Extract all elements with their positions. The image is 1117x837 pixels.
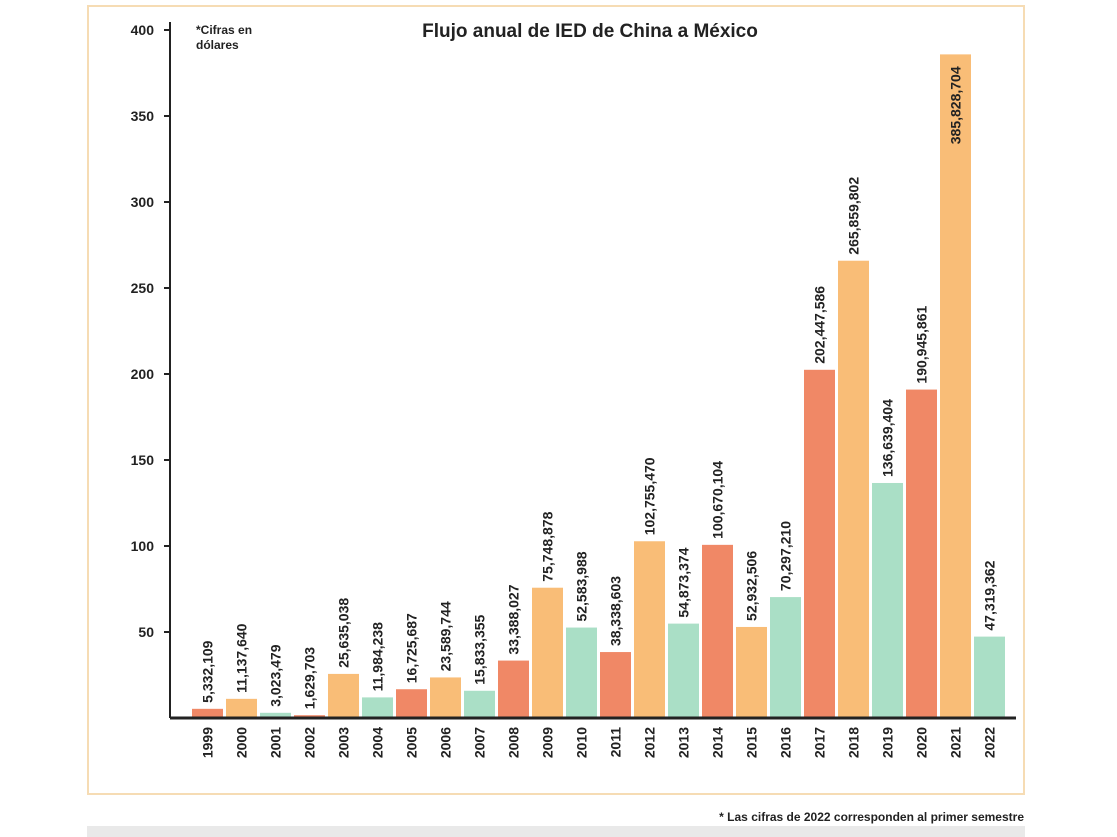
data-label-2000: 11,137,640 xyxy=(234,623,250,693)
x-tick-label-1999: 1999 xyxy=(200,727,216,758)
bar-2004 xyxy=(362,697,393,718)
bar-2009 xyxy=(532,587,563,718)
bar-2011 xyxy=(600,652,631,718)
x-tick-label-2000: 2000 xyxy=(234,727,250,758)
bar-2001 xyxy=(260,712,291,718)
data-label-2018: 265,859,802 xyxy=(846,177,862,255)
data-label-2008: 33,388,027 xyxy=(506,584,522,654)
data-label-2011: 38,338,603 xyxy=(608,576,624,646)
bar-2008 xyxy=(498,660,529,718)
data-labels: 5,332,109 11,137,640 3,023,479 1,629,703 25,… xyxy=(200,66,998,709)
x-tick-label-2017: 2017 xyxy=(812,727,828,758)
bar-2003 xyxy=(328,673,359,718)
bar-2014 xyxy=(702,544,733,718)
data-label-2004: 11,984,238 xyxy=(370,622,386,692)
data-label-2006: 23,589,744 xyxy=(438,601,454,671)
bar-2012 xyxy=(634,541,665,718)
x-tick-label-2002: 2002 xyxy=(302,727,318,758)
footnote: * Las cifras de 2022 corresponden al pri… xyxy=(719,810,1024,824)
bar-1999 xyxy=(192,708,223,718)
y-axis: 50 100 150 200 250 300 350 400 xyxy=(131,22,171,718)
data-label-2022: 47,319,362 xyxy=(982,560,998,630)
y-tick-label: 150 xyxy=(131,452,155,468)
x-tick-label-2015: 2015 xyxy=(744,727,760,758)
y-tick-label: 100 xyxy=(131,538,155,554)
data-label-2009: 75,748,878 xyxy=(540,511,556,581)
x-tick-label-2003: 2003 xyxy=(336,727,352,758)
data-label-2013: 54,873,374 xyxy=(676,547,692,617)
bar-2005 xyxy=(396,689,427,718)
data-label-2007: 15,833,355 xyxy=(472,614,488,684)
data-label-2021: 385,828,704 xyxy=(948,66,964,144)
bar-2013 xyxy=(668,623,699,718)
x-tick-label-2013: 2013 xyxy=(676,727,692,758)
x-tick-label-2004: 2004 xyxy=(370,727,386,758)
y-tick-label: 200 xyxy=(131,366,155,382)
bottom-strip xyxy=(87,826,1025,837)
bar-2018 xyxy=(838,260,869,718)
x-tick-label-2012: 2012 xyxy=(642,727,658,758)
x-tick-label-2021: 2021 xyxy=(948,727,964,758)
bar-2010 xyxy=(566,627,597,718)
data-label-2003: 25,635,038 xyxy=(336,598,352,668)
bars xyxy=(192,54,1005,718)
bar-2017 xyxy=(804,369,835,718)
data-label-2016: 70,297,210 xyxy=(778,521,794,591)
data-label-2017: 202,447,586 xyxy=(812,286,828,364)
x-tick-label-2005: 2005 xyxy=(404,727,420,758)
x-axis: 1999 2000 2001 2002 2003 2004 2005 2006 2007 2008… xyxy=(170,716,1016,758)
x-tick-label-2010: 2010 xyxy=(574,727,590,758)
x-tick-label-2008: 2008 xyxy=(506,727,522,758)
x-tick-label-2007: 2007 xyxy=(472,727,488,758)
units-note-line-2: dólares xyxy=(196,38,239,52)
data-label-2012: 102,755,470 xyxy=(642,457,658,535)
y-tick-label: 300 xyxy=(131,194,155,210)
x-tick-label-2009: 2009 xyxy=(540,727,556,758)
data-label-2015: 52,932,506 xyxy=(744,551,760,621)
x-tick-label-2001: 2001 xyxy=(268,727,284,758)
bar-2015 xyxy=(736,626,767,718)
data-label-2010: 52,583,988 xyxy=(574,551,590,621)
bar-2020 xyxy=(906,389,937,718)
x-tick-label-2006: 2006 xyxy=(438,727,454,758)
data-label-2001: 3,023,479 xyxy=(268,644,284,706)
x-tick-label-2011: 2011 xyxy=(608,727,624,758)
data-label-2019: 136,639,404 xyxy=(880,399,896,477)
y-tick-label: 400 xyxy=(131,22,155,38)
x-tick-label-2018: 2018 xyxy=(846,727,862,758)
y-tick-label: 350 xyxy=(131,108,155,124)
data-label-2002: 1,629,703 xyxy=(302,647,318,709)
x-tick-label-2019: 2019 xyxy=(880,727,896,758)
x-tick-label-2016: 2016 xyxy=(778,727,794,758)
y-tick-label: 250 xyxy=(131,280,155,296)
x-tick-label-2022: 2022 xyxy=(982,727,998,758)
y-tick-label: 50 xyxy=(138,624,154,640)
data-label-2014: 100,670,104 xyxy=(710,461,726,539)
chart-title: Flujo anual de IED de China a México xyxy=(422,21,758,42)
bar-2022 xyxy=(974,636,1005,718)
bar-2000 xyxy=(226,698,257,718)
bar-2021 xyxy=(940,54,971,718)
x-tick-label-2020: 2020 xyxy=(914,727,930,758)
bar-2016 xyxy=(770,597,801,718)
units-note-line-1: *Cifras en xyxy=(196,23,252,37)
bar-2006 xyxy=(430,677,461,718)
bar-2019 xyxy=(872,482,903,718)
bar-2007 xyxy=(464,690,495,718)
data-label-1999: 5,332,109 xyxy=(200,640,216,702)
data-label-2020: 190,945,861 xyxy=(914,306,930,384)
data-label-2005: 16,725,687 xyxy=(404,613,420,683)
x-tick-label-2014: 2014 xyxy=(710,727,726,758)
